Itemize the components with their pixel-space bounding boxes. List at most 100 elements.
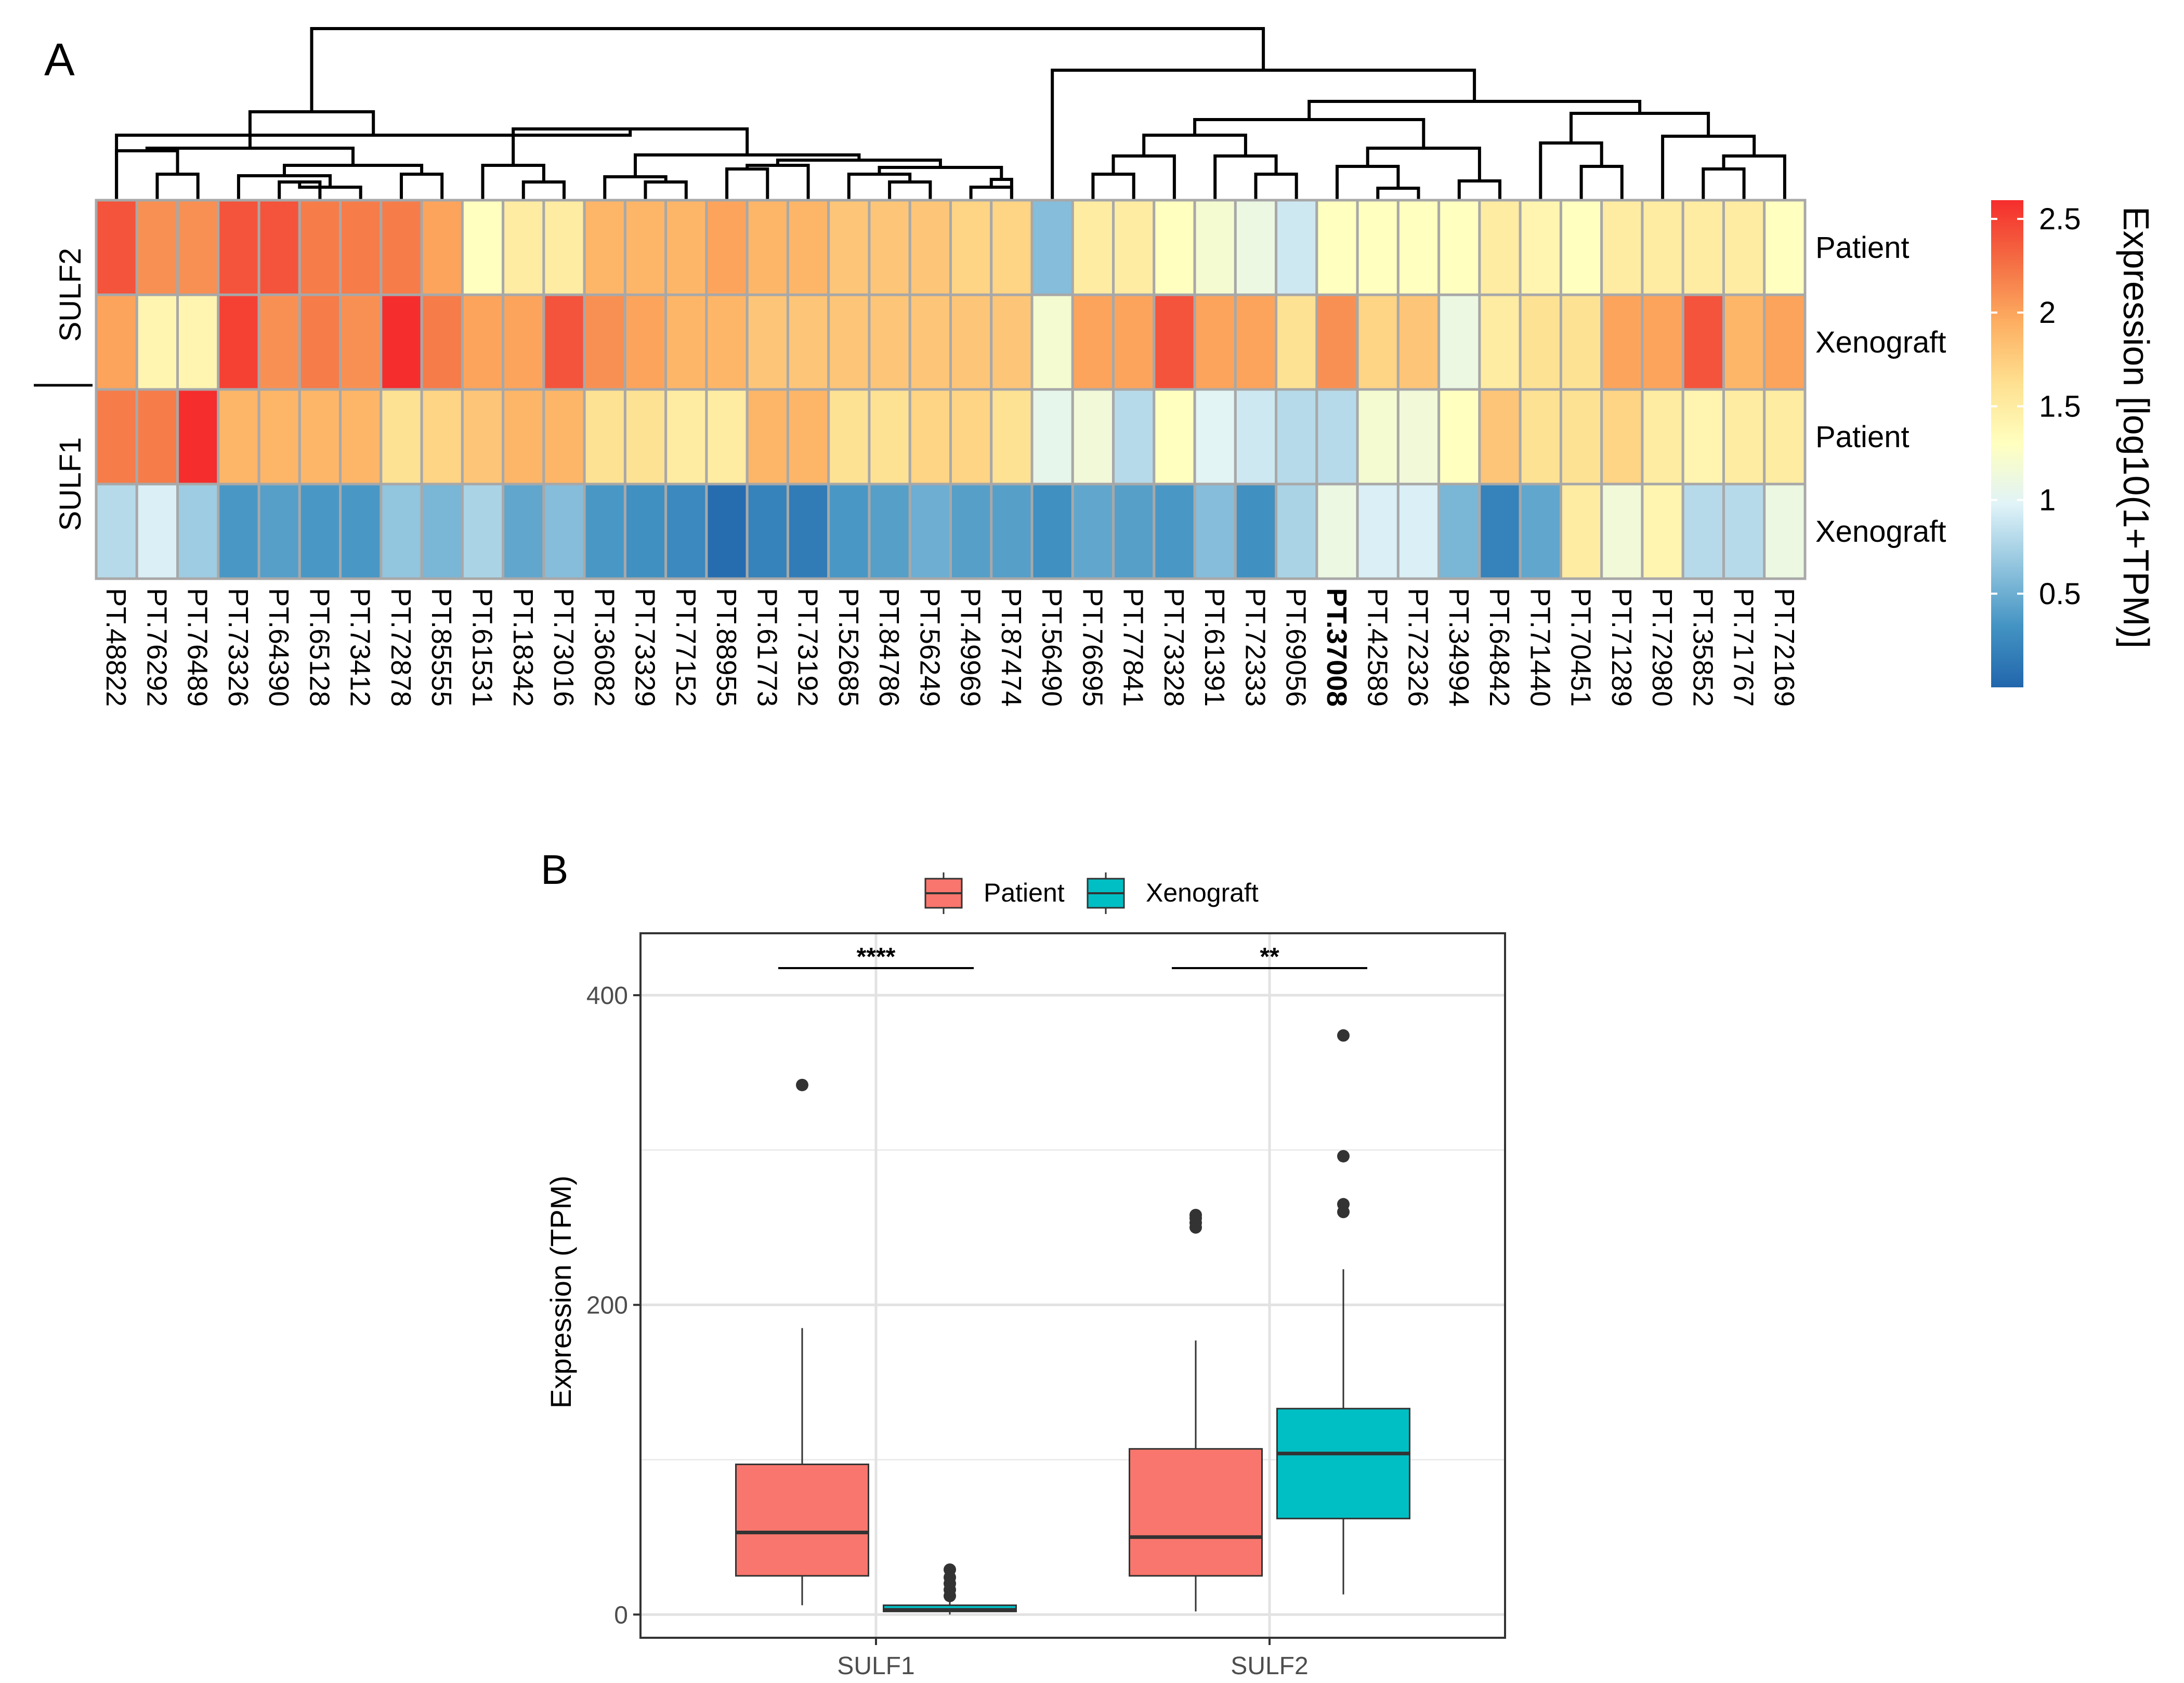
sample-label: PT.70451 <box>1565 588 1597 707</box>
heatmap-cell <box>705 293 749 391</box>
heatmap-cell <box>868 388 911 486</box>
heatmap-cell <box>461 388 505 486</box>
sample-label: PT.84786 <box>873 588 905 707</box>
heatmap-cell <box>1600 482 1644 580</box>
heatmap-cell <box>135 293 179 391</box>
sample-label: PT.85555 <box>426 588 457 707</box>
heatmap-cell <box>217 482 260 580</box>
heatmap-cell <box>217 293 260 391</box>
sample-label: PT.65128 <box>304 588 335 707</box>
heatmap-cell <box>1396 293 1441 391</box>
heatmap-cell <box>1153 388 1196 486</box>
heatmap-cell <box>1722 293 1766 391</box>
heatmap-cell <box>623 388 668 486</box>
row-label: Xenograft <box>1815 515 1946 549</box>
heatmap-cell <box>1275 388 1318 486</box>
x-tick-label: SULF1 <box>837 1652 914 1680</box>
heatmap-cell <box>380 199 423 296</box>
heatmap-cell <box>1763 388 1807 486</box>
colorbar-tick-label: 2 <box>2039 296 2056 330</box>
heatmap-cell <box>908 199 952 296</box>
heatmap-cell <box>502 293 545 391</box>
heatmap-cell <box>1559 388 1603 486</box>
heatmap-cell <box>1153 482 1196 580</box>
heatmap-cell <box>1559 199 1603 296</box>
sample-label: PT.37008 <box>1321 588 1352 707</box>
heatmap-cell <box>664 482 708 580</box>
heatmap-cell <box>705 482 749 580</box>
sample-label: PT.69056 <box>1280 588 1312 707</box>
heatmap-cell <box>868 199 911 296</box>
sample-label: PT.56249 <box>914 588 945 707</box>
heatmap-cell <box>298 293 342 391</box>
heatmap-cell <box>583 199 626 296</box>
heatmap-cell <box>623 199 668 296</box>
heatmap-cell <box>990 199 1034 296</box>
heatmap-cell <box>1641 388 1684 486</box>
heatmap-cell <box>908 293 952 391</box>
sample-label: PT.72326 <box>1403 588 1434 707</box>
heatmap-cell <box>786 482 830 580</box>
dendrogram-branch <box>310 27 1265 112</box>
outlier-point <box>1337 1150 1350 1163</box>
heatmap-cell <box>95 199 138 296</box>
heatmap-cell <box>298 388 342 486</box>
heatmap-cell <box>746 199 789 296</box>
heatmap-cell <box>1234 482 1278 580</box>
heatmap-cell <box>1478 293 1522 391</box>
heatmap-cell <box>827 388 871 486</box>
heatmap-cell <box>990 388 1034 486</box>
sample-label: PT.77152 <box>670 588 701 707</box>
heatmap-cell <box>746 293 789 391</box>
heatmap-cell <box>1356 293 1400 391</box>
y-tick-label: 0 <box>614 1601 628 1629</box>
heatmap-cell <box>217 388 260 486</box>
heatmap-cell <box>1641 199 1684 296</box>
box-marks <box>735 1029 1410 1615</box>
heatmap-cell <box>1681 293 1725 391</box>
heatmap-cell <box>664 199 708 296</box>
heatmap-cell <box>542 482 586 580</box>
heatmap-cell <box>298 482 342 580</box>
heatmap-cell <box>908 388 952 486</box>
heatmap-cell <box>1193 199 1237 296</box>
heatmap-cell <box>1356 388 1400 486</box>
box <box>1276 1407 1410 1520</box>
heatmap-cell <box>1396 482 1441 580</box>
heatmap-cell <box>135 482 179 580</box>
heatmap-cell <box>1275 482 1318 580</box>
sample-label: PT.64390 <box>263 588 294 707</box>
heatmap-cell <box>705 199 749 296</box>
colorbar-tick-label: 0.5 <box>2039 577 2081 611</box>
heatmap-cell <box>1030 388 1074 486</box>
sample-label: PT.76489 <box>182 588 213 707</box>
heatmap-cell <box>380 388 423 486</box>
heatmap-cell <box>949 199 993 296</box>
heatmap-cell <box>1519 199 1562 296</box>
heatmap-cell <box>461 293 505 391</box>
heatmap-cell <box>339 293 383 391</box>
colorbar-tick-label: 2.5 <box>2039 202 2081 236</box>
sample-label: PT.36082 <box>588 588 620 707</box>
heatmap-cell <box>1315 199 1359 296</box>
sample-label: PT.73328 <box>1158 588 1189 707</box>
heatmap-cell <box>1030 199 1074 296</box>
colorbar-gradient <box>1991 200 2023 687</box>
heatmap-cell <box>1478 482 1522 580</box>
column-dendrogram <box>115 27 1786 199</box>
significance-label: ** <box>1260 943 1279 971</box>
panel-label-a: A <box>44 34 75 85</box>
heatmap-cell <box>1722 388 1766 486</box>
heatmap-cell <box>1437 293 1481 391</box>
sample-label: PT.73329 <box>630 588 661 707</box>
heatmap-cell <box>827 293 871 391</box>
sample-label: PT.61391 <box>1199 588 1230 707</box>
heatmap-cell <box>176 293 220 391</box>
heatmap-cell <box>827 482 871 580</box>
sample-label: PT.73412 <box>345 588 376 707</box>
heatmap-cell <box>1315 482 1359 580</box>
x-tick-label: SULF2 <box>1231 1652 1308 1680</box>
heatmap-cell <box>257 388 301 486</box>
heatmap-cell <box>257 293 301 391</box>
heatmap-cell <box>1030 293 1074 391</box>
